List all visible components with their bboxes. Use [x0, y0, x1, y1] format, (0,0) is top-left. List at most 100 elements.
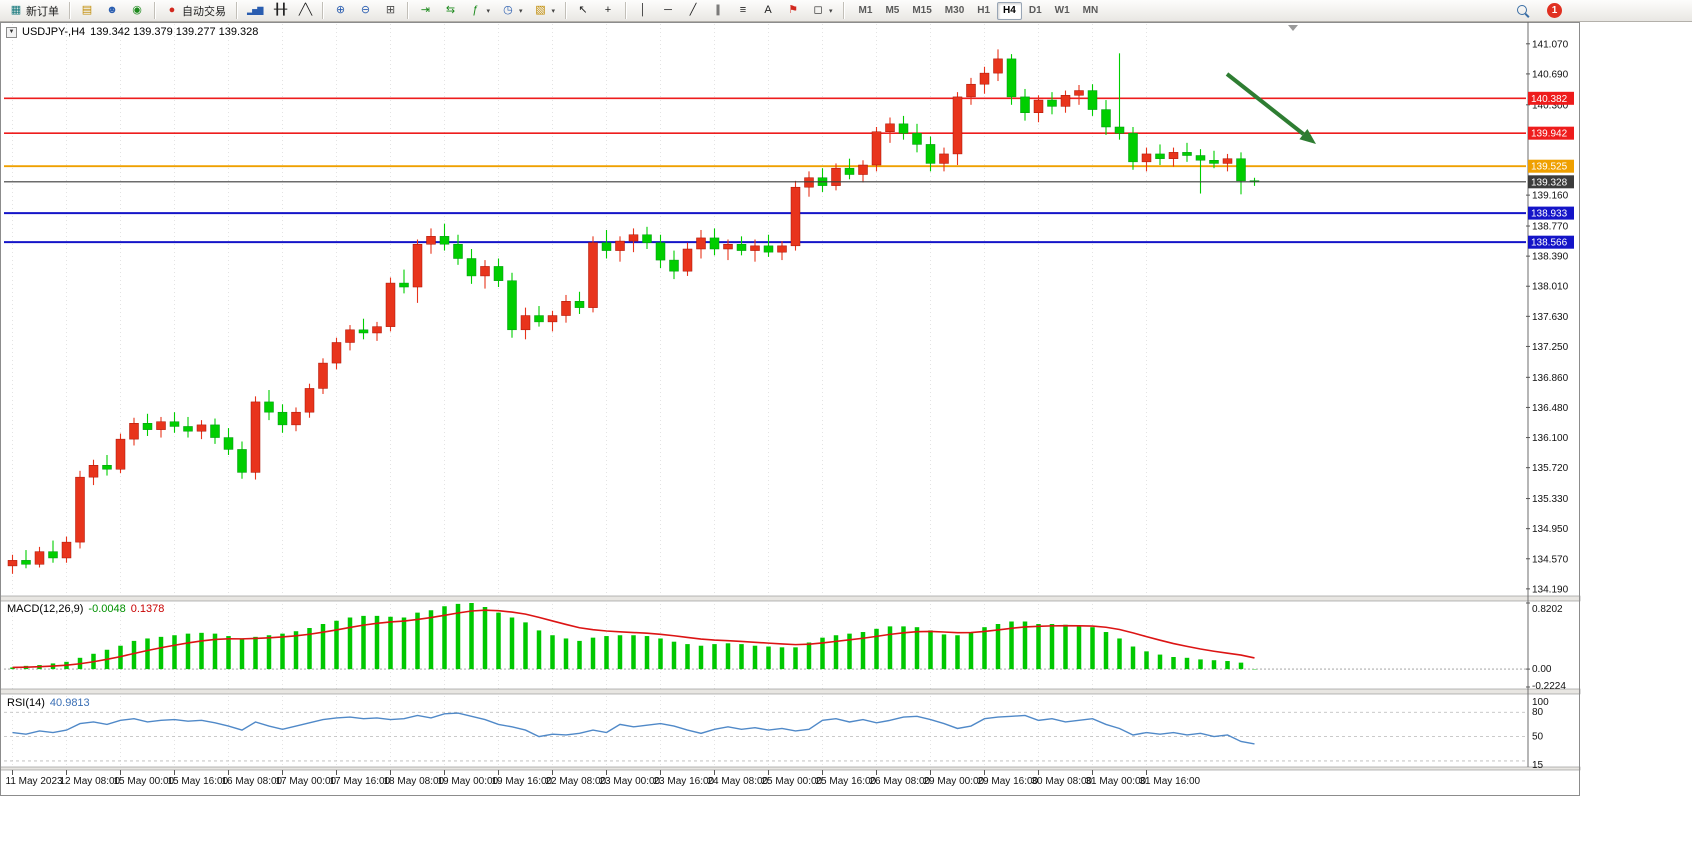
macd-axis-label: -0.2224 [1532, 681, 1566, 692]
trendline-tool-button[interactable]: ╱ [681, 1, 705, 20]
tile-windows-button[interactable]: ⊞ [378, 1, 402, 20]
auto-scroll-button[interactable]: ⇥ [413, 1, 437, 20]
candle-body [237, 449, 247, 473]
pane-splitter[interactable] [0, 688, 1581, 695]
pane-splitter[interactable] [0, 766, 1581, 771]
chart-header: ▼ USDJPY-,H4 139.342 139.379 139.277 139… [6, 26, 258, 38]
candle-body [1047, 99, 1057, 107]
candle-body [318, 362, 328, 389]
vertical-line-icon: │ [639, 4, 647, 16]
chart-shift-marker[interactable] [1288, 25, 1298, 31]
time-axis-label: 16 May 08:00 [222, 776, 283, 787]
candle-body [169, 421, 180, 427]
candle-body [736, 243, 747, 251]
candle-body [493, 266, 504, 281]
candle-body [399, 282, 409, 288]
timeframe-h4-button[interactable]: H4 [997, 1, 1022, 20]
new-chart-icon: ▤ [81, 4, 93, 16]
zoom-in-button[interactable]: ⊕ [328, 1, 352, 20]
zoom-out-button[interactable]: ⊖ [353, 1, 377, 20]
autotrading-icon: ● [168, 4, 176, 16]
templates-icon: ▧ [535, 4, 546, 16]
candle-body [385, 282, 396, 327]
candle-body [115, 438, 126, 470]
candle-body [183, 426, 193, 432]
profiles-button[interactable]: ☻ [100, 1, 124, 20]
timeframe-m15-button[interactable]: M15 [906, 2, 937, 20]
candlestick-chart-button[interactable]: ╂╂ [268, 1, 292, 20]
new-order-label: 新订单 [26, 5, 59, 18]
candle-body [129, 423, 139, 440]
toolbar-separator [625, 2, 627, 19]
timeframe-h1-button[interactable]: H1 [971, 2, 996, 20]
annotation-arrow[interactable] [1225, 72, 1305, 136]
indicators-button[interactable]: ƒ ▾ [463, 1, 495, 20]
timeframe-w1-button[interactable]: W1 [1049, 2, 1076, 20]
candle-body [156, 421, 166, 430]
candle-body [1236, 158, 1246, 182]
candle-body [696, 237, 706, 250]
candle-body [912, 133, 922, 145]
crosshair-tool-button[interactable]: + [596, 1, 620, 20]
price-axis-label: 134.190 [1532, 584, 1569, 595]
candle-body [223, 437, 234, 450]
horizontal-line-tool-button[interactable]: ─ [656, 1, 680, 20]
candle-body [291, 411, 301, 426]
candle-body [993, 58, 1003, 74]
timeframe-m5-button[interactable]: M5 [879, 2, 905, 20]
pane-splitter[interactable] [0, 595, 1581, 602]
candle-body [48, 551, 58, 559]
rsi-value: 40.9813 [49, 697, 90, 709]
price-axis-label: 135.330 [1532, 494, 1569, 505]
channel-tool-button[interactable]: ∥ [706, 1, 730, 20]
cursor-tool-button[interactable]: ↖ [571, 1, 595, 20]
candle-body [790, 186, 801, 247]
bar-chart-button[interactable]: ▂▅▇ [242, 1, 267, 20]
timeframe-d1-button[interactable]: D1 [1023, 2, 1048, 20]
time-axis-label: 24 May 08:00 [708, 776, 769, 787]
new-order-button[interactable]: ▦ 新订单 [4, 1, 64, 20]
chart-shift-button[interactable]: ⇆ [438, 1, 462, 20]
search-icon [1516, 4, 1530, 18]
fibonacci-tool-button[interactable]: ≡ [731, 1, 755, 20]
templates-button[interactable]: ▧ ▾ [529, 1, 561, 20]
shapes-tool-button[interactable]: ◻ ▾ [806, 1, 838, 20]
collapse-chart-button[interactable]: ▼ [6, 26, 17, 38]
price-axis-label: 138.390 [1532, 252, 1569, 263]
candle-body [1074, 90, 1084, 96]
candle-body [1155, 153, 1165, 159]
toolbar-separator [69, 2, 70, 19]
rsi-label: RSI(14) [7, 697, 45, 709]
candle-body [750, 245, 760, 251]
text-tool-button[interactable]: A [756, 1, 780, 20]
timeframe-m1-button[interactable]: M1 [853, 2, 879, 20]
price-axis-label: 140.300 [1532, 100, 1569, 111]
data-window-button[interactable]: ◉ [125, 1, 149, 20]
line-chart-button[interactable]: ╱╲ [293, 1, 317, 20]
dropdown-arrow-icon: ▾ [551, 7, 556, 15]
horizontal-line-icon: ─ [664, 4, 672, 16]
time-axis-label: 23 May 00:00 [600, 776, 661, 787]
candle-body [453, 243, 463, 259]
periods-button[interactable]: ◷ ▾ [496, 1, 528, 20]
time-axis-label: 25 May 00:00 [762, 776, 823, 787]
notification-badge[interactable]: 1 [1547, 3, 1562, 18]
candle-body [331, 342, 342, 364]
price-axis-label: 136.480 [1532, 403, 1569, 414]
price-axis-label: 140.690 [1532, 69, 1569, 80]
timeframe-mn-button[interactable]: MN [1077, 2, 1105, 20]
timeframe-m30-button[interactable]: M30 [939, 2, 970, 20]
bar-chart-icon: ▂▅▇ [247, 6, 264, 15]
label-tool-button[interactable]: ⚑ [781, 1, 805, 20]
time-axis-label: 17 May 00:00 [276, 776, 337, 787]
candle-body [1006, 58, 1017, 98]
new-chart-button[interactable]: ▤ [75, 1, 99, 20]
vertical-line-tool-button[interactable]: │ [631, 1, 655, 20]
candle-body [1033, 99, 1044, 113]
candlestick-chart-icon: ╂╂ [273, 4, 288, 16]
autotrading-button[interactable]: ● 自动交易 [160, 1, 231, 20]
shapes-icon: ◻ [813, 4, 823, 16]
search-button[interactable] [1511, 1, 1535, 20]
